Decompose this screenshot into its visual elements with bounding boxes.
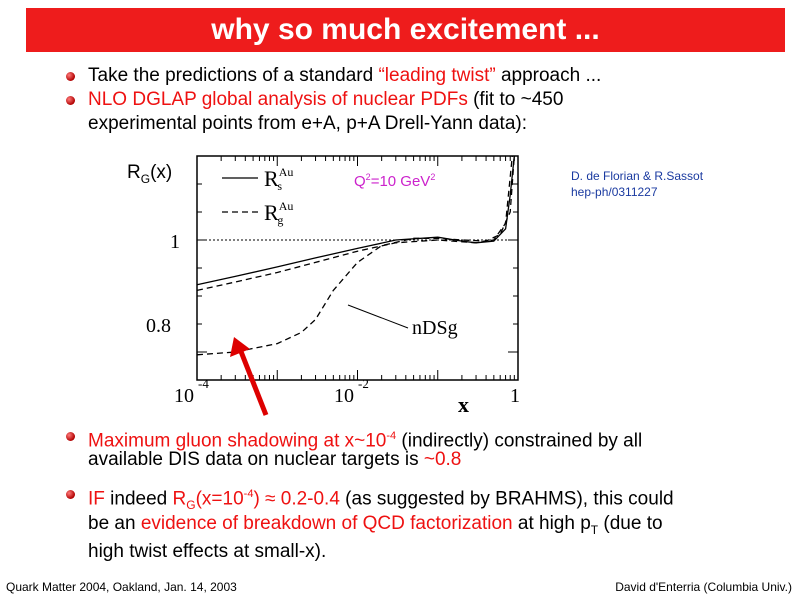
bullet-2-text: NLO DGLAP global analysis of nuclear PDF… (88, 89, 564, 110)
bullet-4-text: IF indeed RG(x=10-4) ≈ 0.2-0.4 (as sugge… (88, 488, 674, 513)
bullet-4-line3: high twist effects at small-x). (88, 541, 327, 562)
figure-ylabel: RG(x) (127, 162, 173, 186)
curves (196, 155, 515, 356)
arrow-shaft (237, 348, 269, 416)
bullet-4-line2: be an evidence of breakdown of QCD facto… (88, 513, 663, 537)
shadowing-plot: RAu s RAu g nDSg 1 0.8 10-4 10-2 1 x (146, 155, 520, 417)
curve-label-pointer (347, 304, 409, 329)
arrow-head (230, 337, 250, 357)
ytick-label-0.8: 0.8 (146, 315, 171, 337)
bullet-2-line2: experimental points from e+A, p+A Drell-… (88, 113, 527, 134)
footer-author: David d'Enterria (Columbia Univ.) (615, 580, 792, 594)
bullet-icon (66, 490, 75, 499)
curve-series-0 (196, 155, 515, 286)
xaxis-label: x (458, 392, 469, 417)
legend-s-label: RAu s (264, 165, 293, 193)
bullet-1-text: Take the predictions of a standard “lead… (88, 65, 602, 86)
bullet-icon (66, 96, 75, 105)
bullet-icon (66, 72, 75, 81)
xtick-label-1: 1 (510, 385, 520, 407)
curve-series-2 (196, 155, 513, 292)
curve-series-1 (196, 155, 515, 356)
curve-label-ndsg: nDSg (412, 317, 458, 339)
reference-citation: D. de Florian & R.Sassot hep-ph/0311227 (571, 169, 704, 199)
slide-title: why so much excitement ... (26, 8, 785, 52)
axis-ticks (196, 155, 519, 381)
legend-g-label: RAu g (264, 199, 293, 227)
bullet-3-text: Maximum gluon shadowing at x~10-4 (indir… (88, 430, 643, 452)
xtick-label-1e-2: 10-2 (334, 376, 369, 407)
xtick-label-1e-4: 10-4 (174, 376, 209, 407)
bullet-3-line2: available DIS data on nuclear targets is… (88, 449, 462, 470)
bullet-icon (66, 432, 75, 441)
red-arrow (230, 337, 269, 416)
footer-conference: Quark Matter 2004, Oakland, Jan. 14, 200… (6, 580, 237, 594)
ytick-label-1: 1 (170, 231, 180, 253)
q2-label: Q2=10 GeV2 (354, 172, 436, 190)
